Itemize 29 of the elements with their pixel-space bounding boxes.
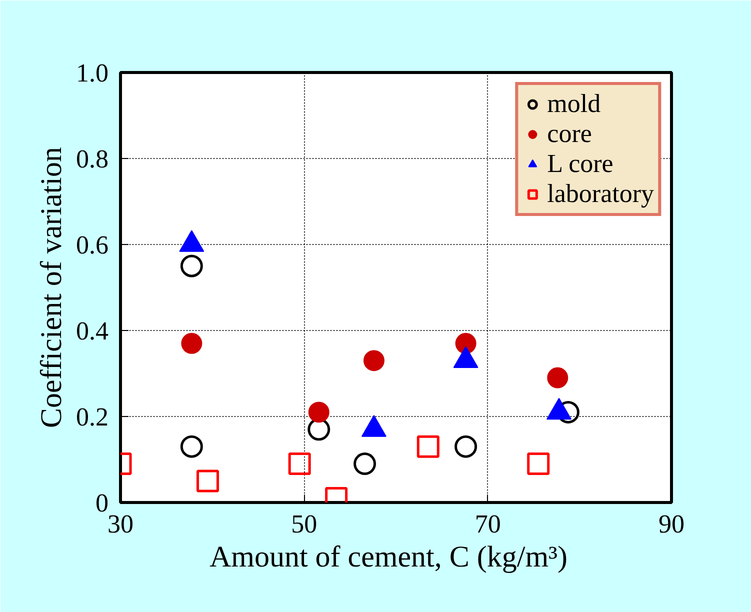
point: [416, 435, 440, 458]
point: [363, 350, 384, 372]
point: [308, 418, 330, 441]
point: [547, 367, 568, 388]
y-tick-label: 0: [96, 488, 108, 518]
point: [527, 452, 550, 476]
point: [454, 435, 478, 458]
point: [180, 435, 203, 458]
legend-label: laboratory: [547, 179, 654, 209]
point: [180, 254, 203, 278]
x-tick-label: 30: [108, 510, 134, 538]
point: [181, 332, 202, 354]
legend-label: mold: [547, 89, 601, 119]
y-tick-label: 0.4: [76, 316, 108, 346]
y-tick-label: 0.8: [76, 144, 108, 174]
y-tick-label: 1.0: [76, 58, 108, 88]
point: [354, 452, 376, 476]
legend-label: core: [547, 119, 592, 149]
y-axis-title: Coefficient of variation: [35, 146, 68, 428]
point: [288, 452, 311, 476]
x-tick-label: 50: [291, 510, 318, 538]
point: [196, 470, 219, 492]
legend-label: L core: [547, 149, 614, 179]
x-tick-label: 70: [474, 510, 501, 538]
x-axis-title: Amount of cement, C (kg/m³): [209, 540, 568, 574]
y-tick-label: 0.2: [76, 402, 108, 432]
point: [308, 402, 330, 423]
x-tick-label: 90: [658, 510, 684, 538]
y-tick-label: 0.6: [76, 230, 108, 260]
